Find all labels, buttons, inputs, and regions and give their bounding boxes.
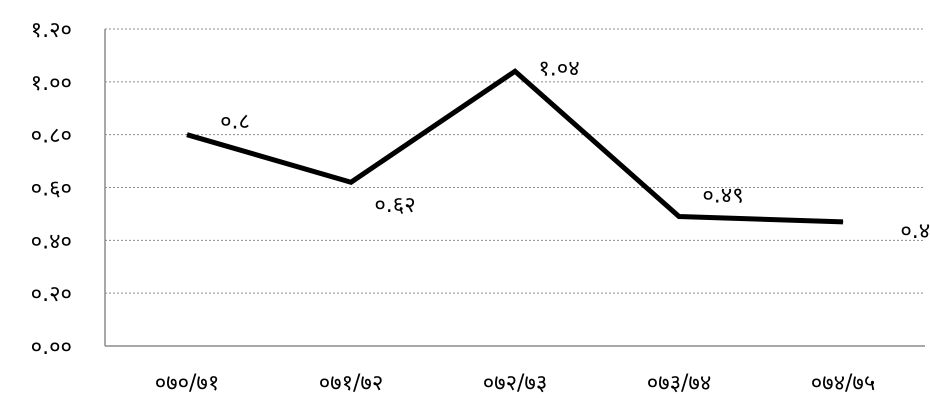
gridlines [105,28,925,294]
x-tick-labels: ०७०/७१ ०७१/७२ ०७२/७३ ०७३/७४ ०७४/७५ [155,371,876,396]
y-tick-label: ०.४० [31,229,72,254]
y-tick-label: ०.६० [31,177,72,202]
series-line [186,68,844,225]
x-tick-label: ०७१/७२ [319,371,384,396]
data-labels: ०.८ ०.६२ १.०४ ०.४९ ०.४७ [220,56,930,244]
data-point [350,181,352,183]
y-tick-label: १.०० [31,71,72,96]
data-point [678,216,680,218]
data-point [842,221,844,223]
data-label: ०.४७ [900,219,930,244]
y-tick-label: १.२० [31,18,72,43]
series-lines [186,68,844,225]
x-tick-label: ०७३/७४ [647,371,712,396]
y-tick-labels: ०.०० ०.२० ०.४० ०.६० ०.८० १.०० १.२० [31,18,72,360]
y-tick-label: ०.८० [31,124,72,149]
data-point [186,134,188,136]
x-tick-label: ०७०/७१ [155,371,220,396]
data-label: ०.८ [220,110,250,135]
x-tick-label: ०७२/७३ [483,371,548,396]
y-tick-label: ०.२० [31,282,72,307]
data-label: ०.४९ [702,184,743,209]
data-label: १.०४ [538,56,579,81]
x-tick-label: ०७४/७५ [811,371,876,396]
data-label: ०.६२ [374,193,415,218]
data-point [514,70,516,72]
axes [104,29,925,347]
y-tick-label: ०.०० [31,335,72,360]
